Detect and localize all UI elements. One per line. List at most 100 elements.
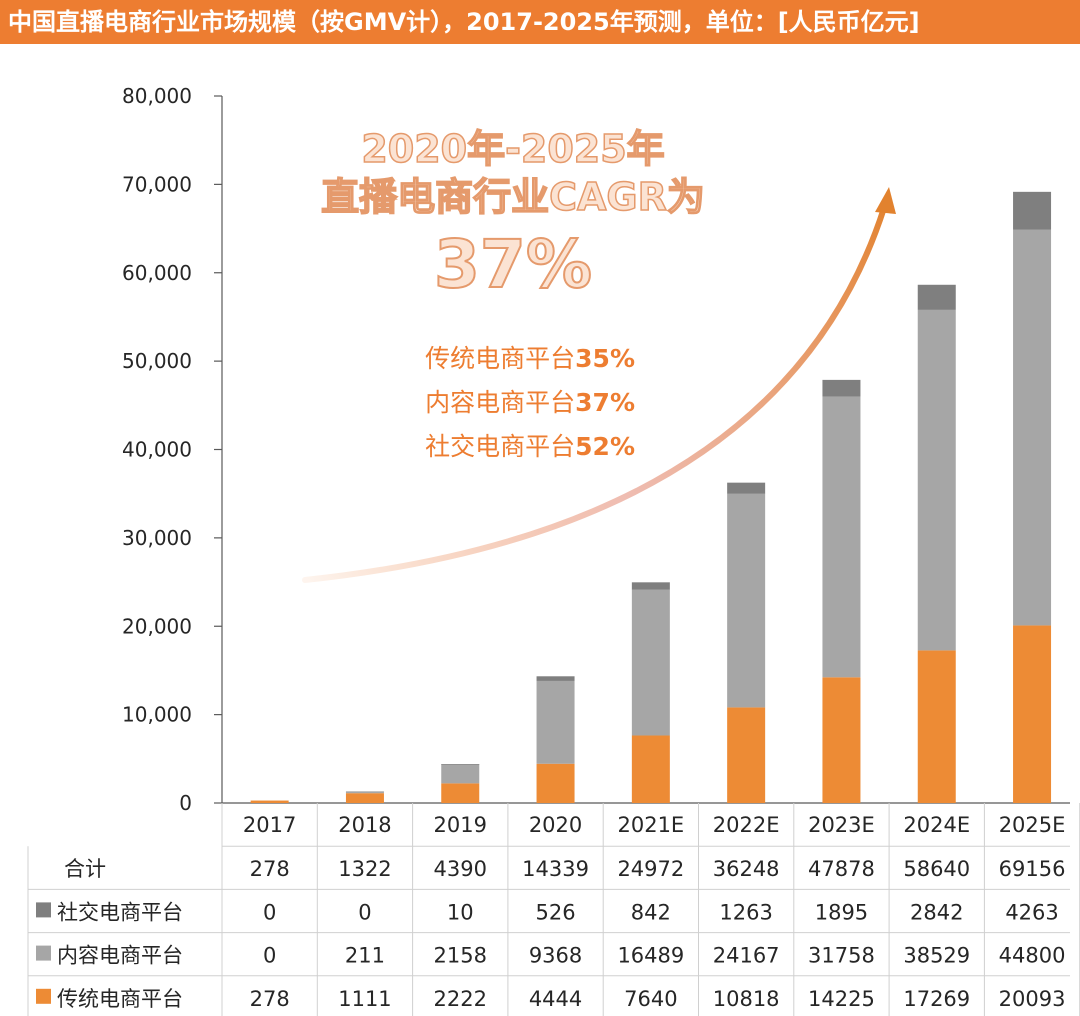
cagr-headline-value: 37% [434,226,592,303]
table-cell-value: 20093 [999,987,1066,1011]
table-cell-value: 47878 [808,857,875,881]
bars [250,191,1052,803]
bar-segment [727,707,766,803]
bar-segment [441,764,480,766]
cagr-detail-line: 社交电商平台52% [425,432,635,461]
y-tick-label: 40,000 [122,438,192,462]
table-cell-value: 4444 [529,987,582,1011]
legend-label: 内容电商平台 [57,944,183,968]
y-tick-label: 30,000 [122,526,192,550]
y-axis: 0 10,000 20,000 30,000 40,000 50,000 60,000 70,… [122,84,1070,815]
table-cell-value: 36248 [713,857,780,881]
y-tick-label: 50,000 [122,349,192,373]
bar-segment [441,783,480,803]
table-cell-value: 14225 [808,987,875,1011]
table-cell-value: 17269 [903,987,970,1011]
table-cell-value: 38529 [903,944,970,968]
growth-arrow [302,187,896,583]
legend-swatch [36,945,51,961]
table-cell-value: 58640 [903,857,970,881]
bar-segment [345,791,384,794]
bar-segment [1013,625,1052,803]
bar-segment [536,680,575,764]
table-cell-value: 1111 [338,987,391,1011]
x-tick-label: 2023E [808,813,875,837]
table-cell-value: 1895 [815,900,868,924]
table-cell-value: 10818 [713,987,780,1011]
table-cell-value: 2158 [434,944,487,968]
bar-segment [250,800,289,803]
cagr-detail-line: 内容电商平台37% [425,388,635,417]
x-tick-label: 2025E [999,813,1066,837]
legend-swatch [36,902,51,918]
y-tick-label: 70,000 [122,172,192,196]
legend-label: 传统电商平台 [57,987,183,1011]
bar-segment [917,309,956,651]
bar-segment [631,589,670,736]
y-tick-label: 80,000 [122,84,192,108]
bar-segment [822,677,861,803]
cagr-headline-line1: 2020年-2025年 [361,127,664,171]
bar-segment [822,396,861,678]
growth-arrow-curve [302,205,887,583]
table-cell-value: 16489 [617,944,684,968]
bar-segment [441,764,480,784]
table-cell-value: 44800 [999,944,1066,968]
bar-segment [1013,191,1052,230]
stacked-bar-chart: 0 10,000 20,000 30,000 40,000 50,000 60,000 70,… [27,84,1080,1016]
table-cell-value: 211 [345,944,385,968]
table-cell-value: 0 [358,900,371,924]
bar-segment [727,482,766,494]
x-tick-label: 2024E [903,813,970,837]
table-cell-value: 526 [536,900,576,924]
cagr-headline-line2: 直播电商行业CAGR为 [321,175,705,219]
bar-segment [727,493,766,708]
table-cell-value: 7640 [624,987,677,1011]
table-cell-value: 278 [250,857,290,881]
legend-swatch [36,988,51,1004]
bar-segment [917,284,956,310]
table-cell-value: 24972 [617,857,684,881]
table-cell-value: 24167 [713,944,780,968]
total-row-label: 合计 [64,857,106,881]
table-cell-value: 4390 [434,857,487,881]
table-cell-value: 14339 [522,857,589,881]
x-tick-label: 2019 [434,813,487,837]
legend-label: 社交电商平台 [57,900,183,924]
bar-segment [631,582,670,590]
y-tick-label: 10,000 [122,703,192,727]
table-cell-value: 1263 [719,900,772,924]
bar-segment [345,793,384,803]
bar-segment [536,676,575,681]
bar-segment [917,650,956,803]
table-cell-value: 1322 [338,857,391,881]
x-tick-label: 2022E [713,813,780,837]
table-cell-value: 278 [250,987,290,1011]
y-tick-label: 20,000 [122,614,192,638]
data-table: 2017 2018 2019 2020 2021E 2022E 2023E 2024E 2025… [27,803,1080,1016]
x-tick-label: 2021E [617,813,684,837]
chart-title: 中国直播电商行业市场规模（按GMV计），2017-2025年预测，单位：[人民币… [0,0,1080,44]
table-cell-value: 69156 [999,857,1066,881]
table-cell-value: 0 [263,900,276,924]
growth-arrow-head [875,187,896,214]
x-tick-label: 2018 [338,813,391,837]
bar-segment [631,735,670,803]
bar-segment [1013,229,1052,626]
bar-segment [536,763,575,803]
y-tick-label: 60,000 [122,261,192,285]
bar-segment [822,379,861,397]
cagr-detail-line: 传统电商平台35% [425,344,635,373]
cagr-detail-list: 传统电商平台35% 内容电商平台37% 社交电商平台52% [425,344,635,461]
cagr-annotation: 2020年-2025年 直播电商行业CAGR为 37% 传统电商平台35% 内容电… [320,126,705,461]
table-cell-value: 31758 [808,944,875,968]
table-cell-value: 0 [263,944,276,968]
x-tick-label: 2020 [529,813,582,837]
table-cell-value: 9368 [529,944,582,968]
table-cell-value: 842 [631,900,671,924]
y-tick-label: 0 [179,791,192,815]
table-cell-value: 2842 [910,900,963,924]
table-cell-value: 4263 [1005,900,1058,924]
x-tick-label: 2017 [243,813,296,837]
table-cell-value: 10 [447,900,474,924]
